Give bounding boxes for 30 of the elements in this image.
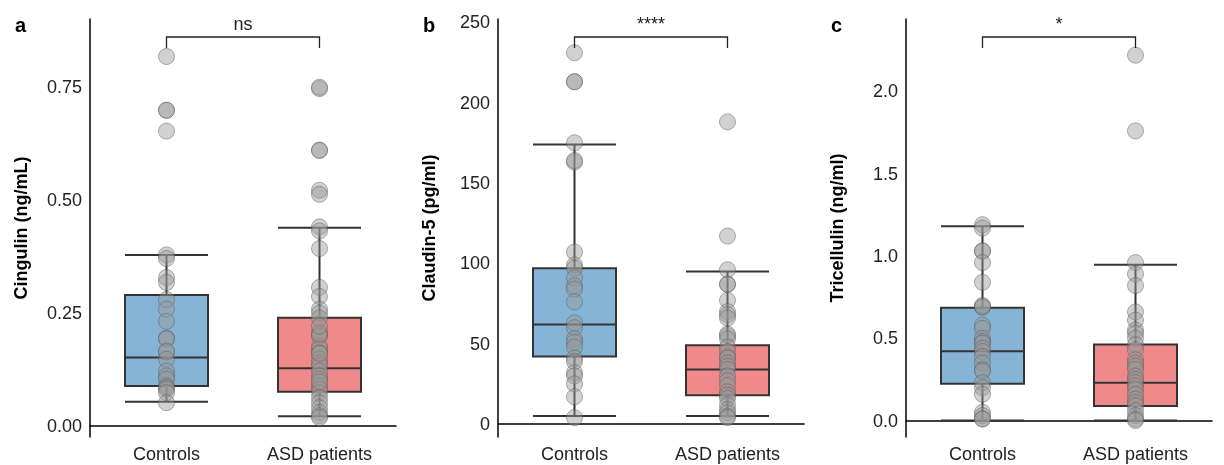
y-tick-label: 0.25 xyxy=(46,302,82,323)
chart-title: b xyxy=(423,14,436,36)
x-tick-label: ASD patients xyxy=(1082,444,1189,464)
x-tick-label: Controls xyxy=(132,444,201,464)
x-tick-label: Controls xyxy=(948,444,1017,464)
y-tick-label: 100 xyxy=(459,253,490,274)
y-tick-label: 1.5 xyxy=(872,163,898,184)
chart-title: a xyxy=(15,14,27,36)
y-tick-label: 150 xyxy=(459,172,490,193)
y-tick-label: 0.50 xyxy=(46,189,82,210)
chart-title: c xyxy=(831,14,843,36)
annotation: **** xyxy=(636,14,666,35)
y-tick-label: 2.0 xyxy=(872,81,898,102)
annotation: ns xyxy=(233,14,253,35)
x-tick-label: ASD patients xyxy=(674,444,781,464)
annotation: * xyxy=(1055,14,1063,35)
y-tick-label: 50 xyxy=(469,333,490,354)
y-axis-title: Tricellulin (ng/ml) xyxy=(827,153,847,303)
y-tick-label: 250 xyxy=(459,12,490,33)
y-axis-title: Cingulin (ng/mL) xyxy=(11,156,31,300)
y-tick-label: 0 xyxy=(479,414,490,435)
y-tick-label: 200 xyxy=(459,92,490,113)
y-tick-label: 1.0 xyxy=(872,245,898,266)
y-axis-title: Claudin-5 (pg/ml) xyxy=(419,154,439,302)
x-tick-label: Controls xyxy=(540,444,609,464)
y-tick-label: 0.0 xyxy=(872,410,898,431)
y-tick-label: 0.00 xyxy=(46,415,82,436)
x-tick-label: ASD patients xyxy=(266,444,373,464)
y-tick-label: 0.5 xyxy=(872,328,898,349)
y-tick-label: 0.75 xyxy=(46,76,82,97)
